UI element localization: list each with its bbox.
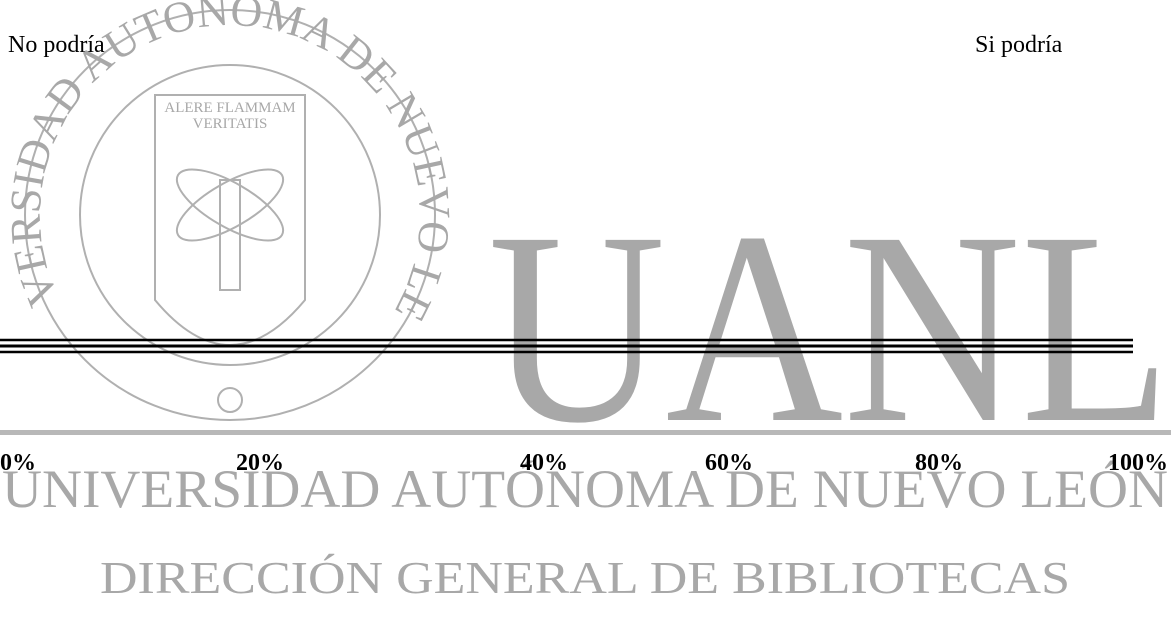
tick-label: 80% — [915, 450, 963, 476]
seal-motto: VERITATIS — [193, 116, 268, 132]
seal-motto: ALERE FLAMMAM — [164, 100, 295, 116]
right-label: Si podría — [975, 32, 1063, 58]
tick-label: 0% — [0, 450, 36, 476]
left-label: No podría — [8, 32, 105, 58]
department-watermark: DIRECCIÓN GENERAL DE BIBLIOTECAS — [100, 552, 1070, 603]
tick-label: 60% — [705, 450, 753, 476]
university-watermark: UNIVERSIDAD AUTÓNOMA DE NUEVO LEÓN — [2, 459, 1168, 519]
divider — [0, 430, 1171, 435]
seal-inner — [79, 64, 381, 366]
scale-line — [0, 338, 1133, 354]
tick-label: 100% — [1108, 450, 1168, 476]
seal-torch — [219, 179, 241, 291]
tick-label: 20% — [236, 450, 284, 476]
seal-shield — [154, 94, 306, 346]
tick-label: 40% — [520, 450, 568, 476]
seal-outer — [24, 9, 436, 421]
logo-watermark: UANL — [488, 176, 1171, 480]
tick-labels: 0% 20% 40% 60% 80% 100% — [0, 450, 1168, 476]
seal-base — [217, 387, 243, 413]
